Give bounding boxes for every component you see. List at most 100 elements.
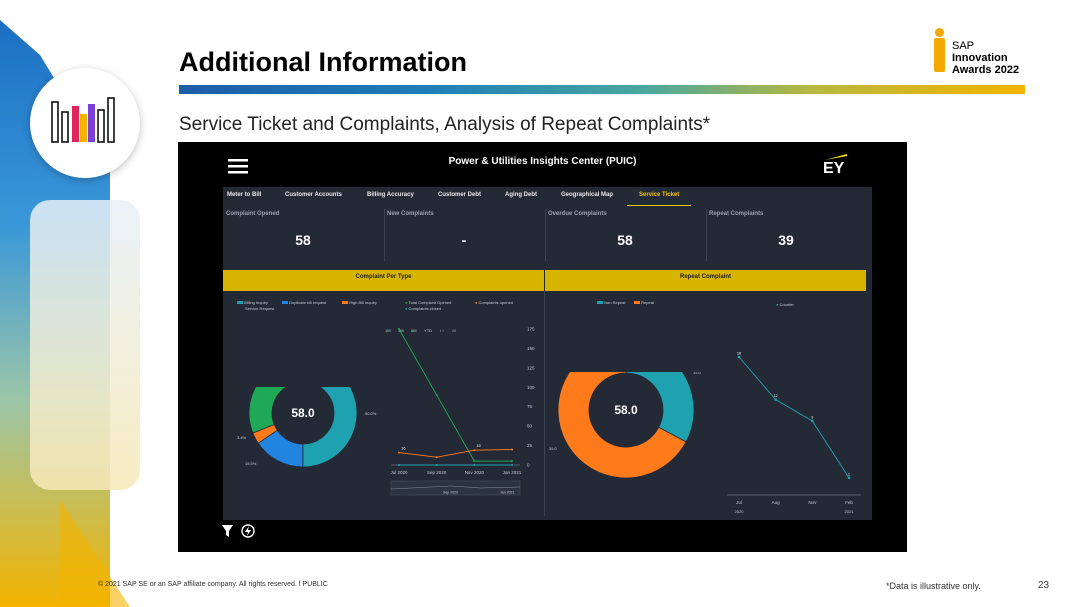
logo-line-3: Awards 2022 <box>952 64 1020 76</box>
legend-item-complaints-closed: ● Complaints closed <box>405 306 442 311</box>
kpi-row: Complaint Opened 58 New Complaints - Ove… <box>223 207 872 263</box>
kpi-value-repeat-complaints: 39 <box>778 232 794 248</box>
donut-center-label: 58.0 <box>291 406 315 420</box>
kpi-label-new-complaints: New Complaints <box>387 211 434 217</box>
range-navigator[interactable] <box>390 480 521 496</box>
data-point[interactable] <box>398 328 400 330</box>
donut-slice-repeat[interactable] <box>557 372 687 479</box>
repeat-legend: Non Repeat Repeat <box>597 300 687 308</box>
tab-customer-debt[interactable]: Customer Debt <box>438 192 482 198</box>
data-point[interactable] <box>774 398 777 401</box>
y-tick-label: 125 <box>527 365 535 370</box>
tab-customer-accounts[interactable]: Customer Accounts <box>285 192 342 198</box>
navigator-line <box>390 485 521 490</box>
kpi-divider <box>706 209 707 261</box>
donut-slice-non-repeat[interactable] <box>625 372 695 443</box>
x-year-label: 2020 <box>735 509 745 514</box>
legend-label: High Bill Inquiry <box>349 300 377 305</box>
legend-item-service-request: Service Request <box>245 306 275 311</box>
data-point[interactable] <box>473 460 476 463</box>
legend-label: Repeat <box>641 300 655 305</box>
tab-billing-accuracy[interactable]: Billing Accuracy <box>367 192 414 198</box>
series-line-complaints-opened <box>398 449 513 458</box>
data-point[interactable] <box>398 451 400 454</box>
dashboard-panel: Meter to Bill Customer Accounts Billing … <box>223 187 872 520</box>
x-tick-label: Jul <box>736 500 742 505</box>
data-point[interactable] <box>473 449 476 452</box>
y-tick-label: 150 <box>527 346 535 351</box>
filter-icon[interactable] <box>222 525 233 537</box>
y-tick-label: 50 <box>527 424 533 429</box>
point-label: 19 <box>476 443 481 448</box>
legend-item-non-repeat: Non Repeat <box>597 300 625 305</box>
x-tick-label: Feb <box>845 500 853 505</box>
series-line-counter <box>738 356 850 479</box>
legend-label: Billing Inquiry <box>244 300 268 305</box>
time-filter-1y[interactable]: 1Y <box>439 328 445 333</box>
complaint-trend-chart: 0 25 50 75 100 125 150 175 Jul 2020 Sep 2020 Nov 2… <box>390 327 535 496</box>
y-tick-label: 0 <box>527 463 530 468</box>
kpi-label-overdue-complaints: Overdue Complaints <box>548 211 607 217</box>
logo-line-1: SAP <box>952 40 975 52</box>
legend-item-repeat: Repeat <box>634 300 654 305</box>
donut-hole <box>272 387 334 444</box>
data-point[interactable] <box>511 460 513 463</box>
logo-dot-icon <box>935 28 944 37</box>
slice-label: 50.0% <box>365 411 377 416</box>
point-label: 18 <box>737 352 741 356</box>
legend-label: Duplicate bill request <box>289 300 327 305</box>
legend-label: Non Repeat <box>604 300 626 305</box>
point-label: 9 <box>811 416 813 420</box>
slide-title: Additional Information <box>179 47 467 77</box>
legend-label: Complaints opened <box>478 300 514 305</box>
donut-slice-billing-inquiry[interactable] <box>302 387 358 468</box>
footer-copyright: © 2021 SAP SE or an SAP affiliate compan… <box>98 581 328 588</box>
slide-subtitle: Service Ticket and Complaints, Analysis … <box>179 114 711 135</box>
time-filter-3m[interactable]: 3M <box>398 328 404 333</box>
dashboard-screenshot: Power & Utilities Insights Center (PUIC)… <box>178 142 907 552</box>
active-tab-underline <box>627 205 691 206</box>
data-point[interactable] <box>398 464 400 466</box>
footer-note: *Data is illustrative only. <box>886 581 981 591</box>
logo-line-2: Innovation <box>952 52 1008 64</box>
data-point[interactable] <box>473 464 476 466</box>
page-number: 23 <box>1038 580 1050 591</box>
time-filter-1m[interactable]: 1M <box>385 328 391 333</box>
ey-logo: EY <box>823 154 847 178</box>
kpi-label-complaint-opened: Complaint Opened <box>226 211 280 217</box>
section-complaint-per-type: Complaint Per Type <box>223 270 544 291</box>
logo-bar-icon <box>934 38 945 72</box>
x-tick-label: Sep 2020 <box>427 470 447 475</box>
data-point[interactable] <box>435 456 438 459</box>
legend-item-duplicate-bill: Duplicate bill request <box>282 300 326 305</box>
hamburger-menu-icon[interactable] <box>228 158 248 179</box>
data-point[interactable] <box>737 355 741 359</box>
data-point[interactable] <box>435 464 438 466</box>
legend-label: Total Complaint Opened <box>408 300 452 305</box>
sap-innovation-awards-logo: SAP Innovation Awards 2022 <box>934 28 1034 76</box>
repeat-complaint-donut: 19.0 39.0 58.0 <box>549 372 702 479</box>
data-point[interactable] <box>435 394 438 397</box>
tab-meter-to-bill[interactable]: Meter to Bill <box>227 192 262 198</box>
refresh-bolt-icon[interactable] <box>241 524 255 538</box>
time-filter-all[interactable]: All <box>451 328 457 333</box>
kpi-value-complaint-opened: 58 <box>295 232 311 248</box>
data-point[interactable] <box>511 448 513 451</box>
tab-service-ticket[interactable]: Service Ticket <box>639 192 680 198</box>
legend-label: Complaints closed <box>408 306 442 311</box>
y-tick-label: 175 <box>527 327 535 332</box>
donut-slice-service-request[interactable] <box>248 387 303 434</box>
time-filter-6m[interactable]: 6M <box>411 328 417 333</box>
data-point[interactable] <box>511 464 513 466</box>
section-divider <box>544 291 545 516</box>
slice-label: 39.0 <box>549 446 558 451</box>
legend-item-total-opened: ● Total Complaint Opened <box>405 300 452 305</box>
complaint-type-donut: 50.0%15.5%3.4%31.0%58.0 <box>237 387 377 468</box>
app-icon-circle <box>30 68 140 178</box>
tab-geographical-map[interactable]: Geographical Map <box>561 192 614 198</box>
data-point[interactable] <box>811 419 814 423</box>
data-point[interactable] <box>847 476 851 480</box>
legend-item-high-bill: High Bill Inquiry <box>342 300 377 305</box>
tab-aging-debt[interactable]: Aging Debt <box>505 192 537 198</box>
time-filter-ytd[interactable]: YTD <box>424 328 433 333</box>
